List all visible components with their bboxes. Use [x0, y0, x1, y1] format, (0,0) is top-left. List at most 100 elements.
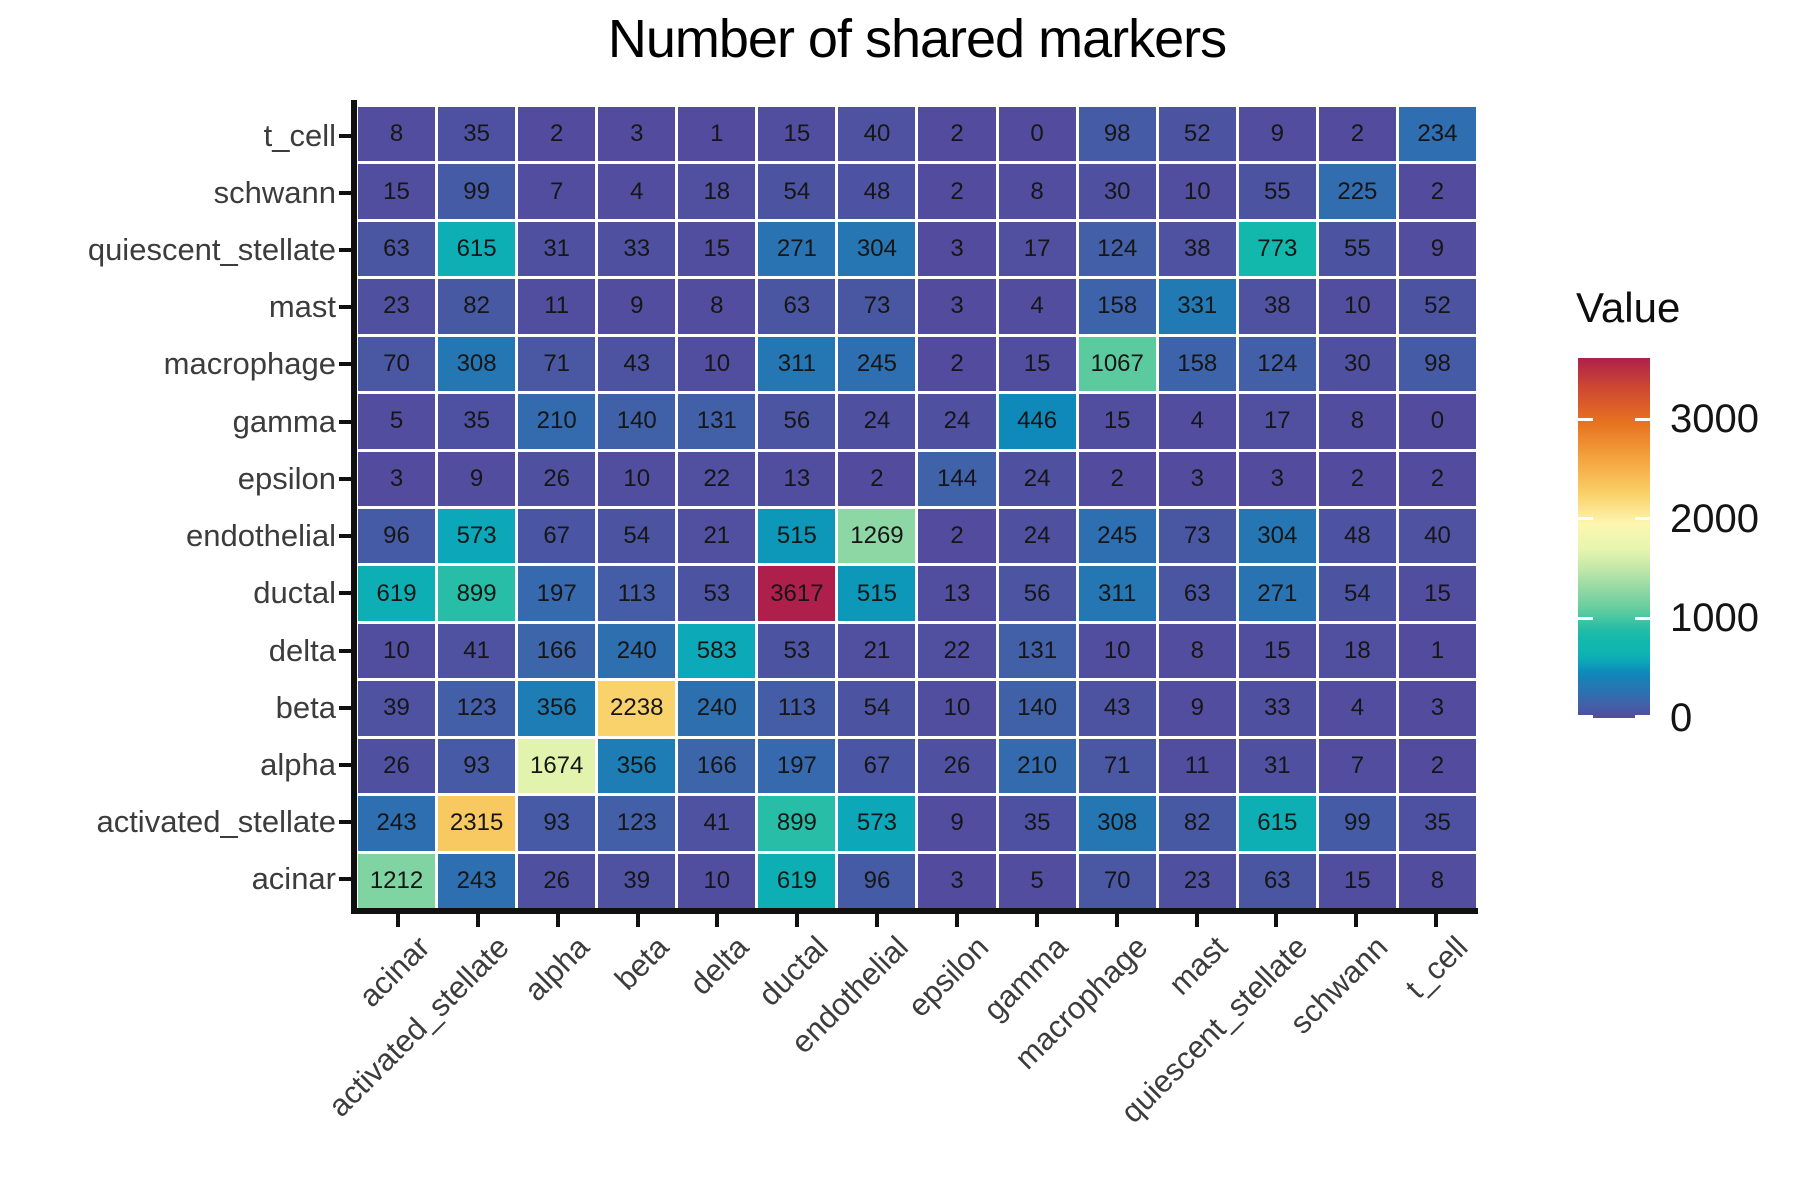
- heatmap-cell: 2: [1398, 738, 1476, 794]
- y-axis-tick: [339, 762, 351, 767]
- heatmap-cell: 3: [1158, 451, 1236, 506]
- heatmap-cell: 54: [1318, 566, 1396, 621]
- heatmap-cell: 573: [838, 796, 916, 851]
- heatmap-cell: 10: [358, 623, 436, 679]
- heatmap-cell: 3617: [758, 566, 836, 621]
- y-axis-tick: [339, 362, 351, 367]
- heatmap-cell: 24: [998, 451, 1076, 506]
- heatmap-cell: 583: [678, 623, 756, 679]
- heatmap-cell: 8: [678, 279, 756, 334]
- x-axis-label: beta: [608, 929, 676, 997]
- heatmap-cell: 1: [678, 107, 756, 162]
- heatmap-cell: 166: [678, 738, 756, 794]
- colorbar-tick: [1578, 616, 1593, 620]
- heatmap-cell: 113: [758, 681, 836, 736]
- heatmap-cell: 5: [998, 853, 1076, 908]
- heatmap-cell: 22: [678, 451, 756, 506]
- y-axis-label: epsilon: [237, 460, 336, 496]
- heatmap-cell: 48: [838, 164, 916, 219]
- y-axis-label: ductal: [253, 575, 336, 611]
- y-axis-label: macrophage: [163, 346, 336, 382]
- heatmap-cell: 4: [998, 279, 1076, 334]
- heatmap-cell: 10: [598, 451, 676, 506]
- heatmap-cell: 304: [1238, 508, 1316, 564]
- heatmap-cell: 2315: [438, 796, 516, 851]
- heatmap-cell: 3: [1238, 451, 1316, 506]
- heatmap-cell: 243: [358, 796, 436, 851]
- heatmap-cell: 4: [1158, 394, 1236, 449]
- x-axis-tick: [635, 914, 640, 927]
- heatmap-cell: 2: [1318, 451, 1396, 506]
- heatmap-cell: 1: [1398, 623, 1476, 679]
- heatmap-cell: 70: [1078, 853, 1156, 908]
- heatmap-cell: 99: [438, 164, 516, 219]
- heatmap-cell: 124: [1078, 221, 1156, 277]
- heatmap-cell: 10: [678, 336, 756, 392]
- heatmap-cell: 15: [1318, 853, 1396, 908]
- heatmap-cell: 140: [598, 394, 676, 449]
- heatmap-cell: 899: [758, 796, 836, 851]
- heatmap-cell: 15: [998, 336, 1076, 392]
- y-axis-line: [351, 100, 357, 914]
- y-axis-tick: [339, 705, 351, 710]
- heatmap-cell: 9: [918, 796, 996, 851]
- x-axis-tick: [954, 914, 959, 927]
- heatmap-cell: 63: [1158, 566, 1236, 621]
- heatmap-cell: 41: [438, 623, 516, 679]
- heatmap-cell: 15: [1078, 394, 1156, 449]
- y-axis-tick: [339, 476, 351, 481]
- heatmap-cell: 31: [1238, 738, 1316, 794]
- heatmap-cell: 8: [1158, 623, 1236, 679]
- heatmap-cell: 446: [998, 394, 1076, 449]
- heatmap-cell: 73: [1158, 508, 1236, 564]
- heatmap-cell: 3: [358, 451, 436, 506]
- heatmap-cell: 2: [918, 336, 996, 392]
- heatmap-cell: 56: [758, 394, 836, 449]
- heatmap-cell: 31: [518, 221, 596, 277]
- y-axis-tick: [339, 877, 351, 882]
- heatmap-cell: 2: [918, 107, 996, 162]
- heatmap-cell: 356: [518, 681, 596, 736]
- colorbar-tick: [1635, 517, 1650, 521]
- heatmap-cell: 63: [1238, 853, 1316, 908]
- colorbar-tick: [1578, 517, 1593, 521]
- heatmap-cell: 240: [678, 681, 756, 736]
- x-axis-label: mast: [1162, 929, 1235, 1002]
- heatmap-cell: 26: [358, 738, 436, 794]
- heatmap-cell: 38: [1238, 279, 1316, 334]
- heatmap-cell: 73: [838, 279, 916, 334]
- x-axis-label: delta: [683, 929, 756, 1002]
- heatmap-cell: 8: [1318, 394, 1396, 449]
- x-axis-tick: [715, 914, 720, 927]
- heatmap-cell: 619: [758, 853, 836, 908]
- x-axis-tick: [1114, 914, 1119, 927]
- heatmap-cell: 140: [998, 681, 1076, 736]
- heatmap-cell: 619: [358, 566, 436, 621]
- heatmap-cell: 82: [1158, 796, 1236, 851]
- heatmap-cell: 123: [438, 681, 516, 736]
- heatmap-cell: 70: [358, 336, 436, 392]
- heatmap-cell: 308: [438, 336, 516, 392]
- heatmap-cell: 210: [998, 738, 1076, 794]
- heatmap-cell: 308: [1078, 796, 1156, 851]
- heatmap-cell: 3: [918, 221, 996, 277]
- heatmap-cell: 311: [758, 336, 836, 392]
- heatmap-cell: 615: [438, 221, 516, 277]
- heatmap-cell: 0: [998, 107, 1076, 162]
- heatmap-cell: 39: [598, 853, 676, 908]
- heatmap-cell: 2: [838, 451, 916, 506]
- heatmap-cell: 43: [1078, 681, 1156, 736]
- heatmap-cell: 48: [1318, 508, 1396, 564]
- heatmap-cell: 18: [678, 164, 756, 219]
- heatmap-cell: 39: [358, 681, 436, 736]
- heatmap-cell: 124: [1238, 336, 1316, 392]
- heatmap-cell: 33: [598, 221, 676, 277]
- heatmap-cell: 9: [438, 451, 516, 506]
- colorbar-tick-label: 3000: [1670, 397, 1759, 442]
- heatmap-cell: 63: [358, 221, 436, 277]
- heatmap-cell: 8: [358, 107, 436, 162]
- heatmap-cell: 3: [918, 279, 996, 334]
- heatmap-cell: 21: [678, 508, 756, 564]
- heatmap-cell: 35: [438, 394, 516, 449]
- heatmap-cell: 573: [438, 508, 516, 564]
